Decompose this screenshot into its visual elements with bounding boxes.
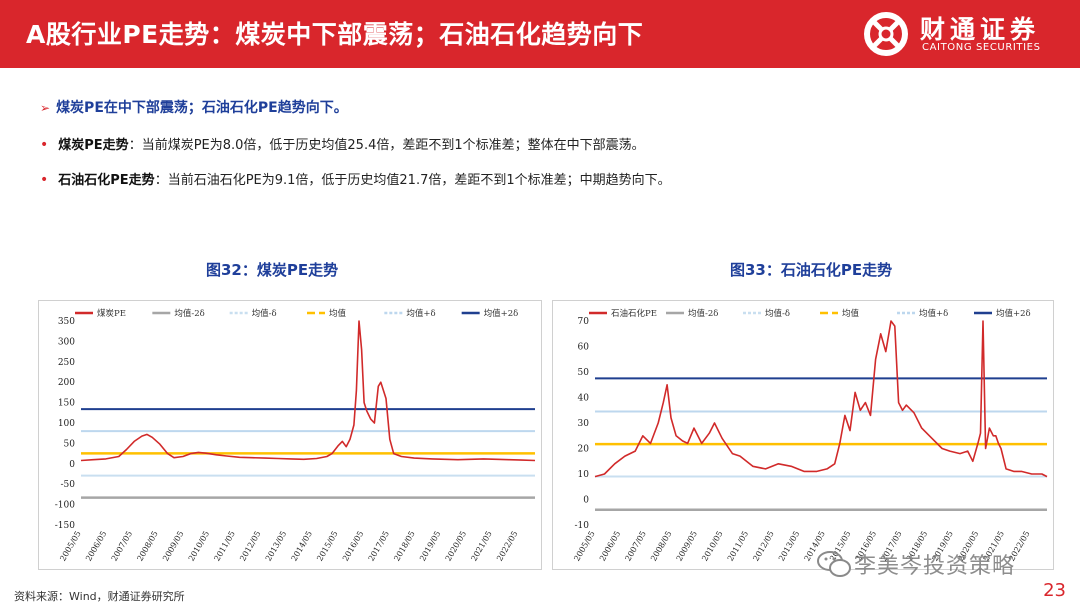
x-tick-label: 2009/05: [675, 530, 699, 563]
y-tick-label: 40: [578, 394, 590, 404]
legend-label: 均值+δ: [919, 308, 948, 319]
x-tick-label: 2010/05: [700, 530, 724, 563]
bullet-coal: • 煤炭PE走势：当前煤炭PE为8.0倍，低于历史均值25.4倍，差距不到1个标准…: [40, 134, 645, 153]
watermark: 李美岑投资策略: [812, 546, 1052, 580]
chart-petro-svg: 石油石化PE 均值-2δ 均值-δ 均值 均值+δ 均值+2δ70605040302010…: [572, 308, 1048, 563]
y-tick-label: 50: [578, 368, 590, 378]
bullet-text: ：当前石油石化PE为9.1倍，低于历史均值21.7倍，差距不到1个标准差；中期趋…: [154, 173, 671, 188]
y-tick-label: 30: [578, 419, 590, 429]
y-tick-label: 100: [58, 419, 75, 429]
x-tick-label: 2013/05: [264, 530, 288, 563]
y-tick-label: 250: [58, 358, 75, 368]
legend-label: 均值-δ: [765, 308, 790, 319]
source-note: 资料来源：Wind，财通证券研究所: [14, 590, 185, 603]
legend-label: 石油石化PE: [611, 308, 657, 319]
x-tick-label: 2020/05: [444, 530, 468, 563]
x-tick-label: 2007/05: [623, 530, 647, 563]
series-line: [80, 320, 536, 462]
summary-line: ➢ 煤炭PE在中下部震荡；石油石化PE趋势向下。: [40, 97, 348, 117]
arrow-icon: ➢: [40, 101, 51, 115]
bullet-text: ：当前煤炭PE为8.0倍，低于历史均值25.4倍，差距不到1个标准差；整体在中下…: [128, 138, 645, 153]
y-tick-label: 150: [58, 399, 75, 409]
y-tick-label: 300: [58, 337, 75, 347]
legend-label: 均值+2δ: [484, 308, 519, 319]
summary-text: 煤炭PE在中下部震荡；石油石化PE趋势向下。: [56, 100, 348, 116]
x-tick-label: 2008/05: [649, 530, 673, 563]
legend-label: 均值: [842, 308, 860, 319]
x-tick-label: 2017/05: [367, 530, 391, 563]
page-title: A股行业PE走势：煤炭中下部震荡；石油石化趋势向下: [26, 20, 644, 49]
y-tick-label: -150: [55, 521, 75, 531]
legend-label: 均值+2δ: [996, 308, 1031, 319]
x-tick-label: 2011/05: [212, 530, 236, 563]
y-tick-label: -100: [55, 501, 75, 511]
logo-text-cn: 财通证券: [920, 15, 1041, 44]
company-logo: 财通证券 CAITONG SECURITIES: [858, 8, 1068, 60]
y-tick-label: 70: [578, 317, 590, 327]
x-tick-label: 2006/05: [84, 530, 108, 563]
y-tick-label: 10: [578, 470, 590, 480]
figure-title-coal: 图32：煤炭PE走势: [206, 261, 339, 279]
figure-title-petro: 图33：石油石化PE走势: [730, 261, 893, 279]
legend-label: 均值-2δ: [688, 308, 718, 319]
y-tick-label: -50: [61, 480, 76, 490]
x-tick-label: 2012/05: [238, 530, 262, 563]
x-tick-label: 2022/05: [495, 530, 519, 563]
x-tick-label: 2007/05: [110, 530, 134, 563]
bullet-dot-icon: •: [40, 137, 49, 153]
x-tick-label: 2013/05: [777, 530, 801, 563]
legend-label: 煤炭PE: [97, 308, 126, 319]
chart-coal-svg: 煤炭PE 均值-2δ 均值-δ 均值 均值+δ 均值+2δ 350 300 250 200 150 1…: [55, 308, 536, 563]
y-tick-label: 0: [69, 460, 75, 470]
x-tick-label: 2010/05: [187, 530, 211, 563]
y-tick-label: 350: [58, 317, 75, 327]
legend-label: 均值: [329, 308, 347, 319]
y-tick-label: 60: [578, 343, 590, 353]
chart-petro-pe: 石油石化PE 均值-2δ 均值-δ 均值 均值+δ 均值+2δ 70 60 50 40 30 20 10…: [552, 300, 1054, 570]
bullet-dot-icon: •: [40, 172, 49, 188]
watermark-text: 李美岑投资策略: [854, 554, 1016, 579]
x-tick-label: 2005/05: [58, 530, 82, 563]
x-tick-label: 2015/05: [315, 530, 339, 563]
page-number: 23: [1043, 580, 1066, 601]
legend-label: 均值-δ: [252, 308, 277, 319]
bullet-petro: • 石油石化PE走势：当前石油石化PE为9.1倍，低于历史均值21.7倍，差距不到…: [40, 169, 671, 188]
caitong-logo-icon: [864, 12, 908, 56]
x-tick-label: 2019/05: [418, 530, 442, 563]
wechat-icon: [817, 551, 851, 577]
y-tick-label: 20: [578, 445, 590, 455]
header-bar: A股行业PE走势：煤炭中下部震荡；石油石化趋势向下 财通证券 CAITONG S…: [0, 0, 1080, 68]
series-line: [594, 320, 1048, 478]
y-tick-label: 50: [64, 439, 76, 449]
bullet-label: 煤炭PE走势: [58, 138, 129, 153]
x-tick-label: 2012/05: [751, 530, 775, 563]
x-tick-label: 2006/05: [598, 530, 622, 563]
x-tick-label: 2016/05: [341, 530, 365, 563]
x-tick-label: 2018/05: [392, 530, 416, 563]
bullet-label: 石油石化PE走势: [58, 173, 155, 188]
y-tick-label: 0: [583, 496, 589, 506]
x-tick-label: 2008/05: [135, 530, 159, 563]
logo-text-en: CAITONG SECURITIES: [922, 42, 1041, 53]
x-tick-label: 2014/05: [290, 530, 314, 563]
chart-coal-pe: 煤炭PE 均值-2δ 均值-δ 均值 均值+δ 均值+2δ 350 300 250 200 150 1…: [38, 300, 542, 570]
legend-label: 均值-2δ: [174, 308, 204, 319]
legend-label: 均值+δ: [406, 308, 435, 319]
y-tick-label: -10: [575, 521, 590, 531]
y-tick-label: 200: [58, 378, 75, 388]
x-tick-label: 2021/05: [469, 530, 493, 563]
x-tick-label: 2011/05: [726, 530, 750, 563]
x-tick-label: 2009/05: [161, 530, 185, 563]
x-tick-label: 2005/05: [572, 530, 596, 563]
